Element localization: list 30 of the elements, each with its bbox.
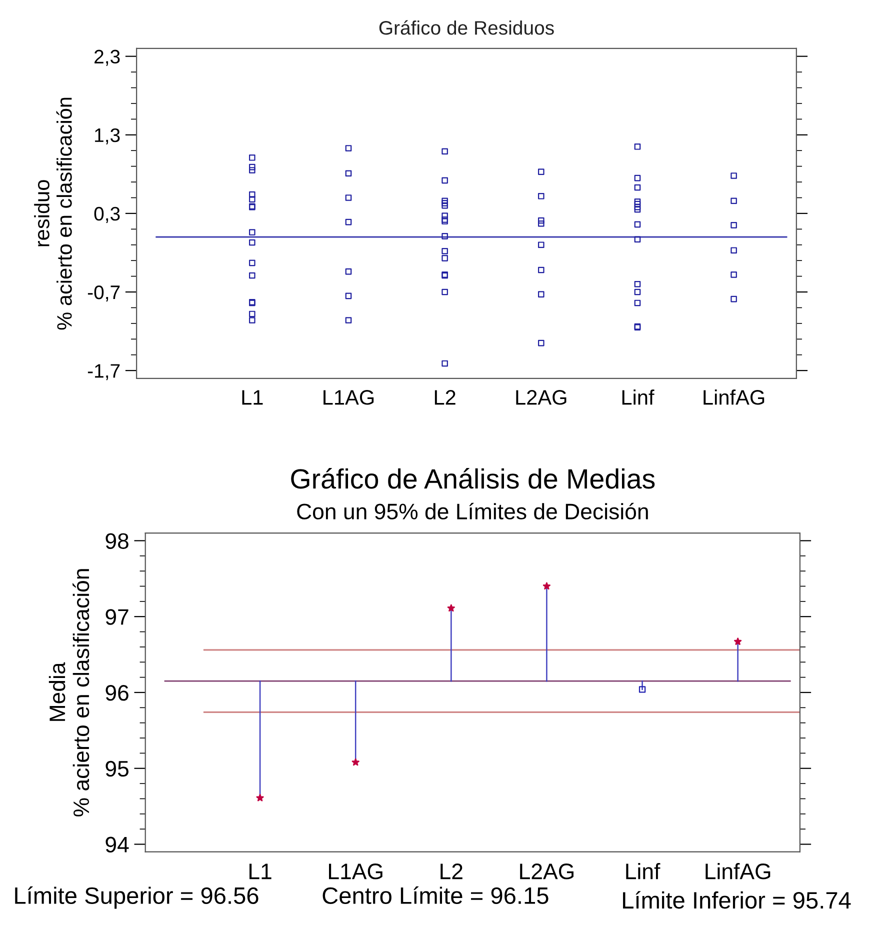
y-tick-label: 95 [106,760,128,777]
y-tick-label: -0,7 [88,285,120,302]
chart-subtitle: Con un 95% de Límites de Decisión [297,502,648,520]
x-tick-label: L2 [434,390,456,405]
y-tick-label: 1,3 [95,128,120,144]
x-tick-label: L1 [250,864,272,880]
text: Límite Inferior = 95.74 [623,891,851,909]
x-tick-label: L1 [242,390,263,405]
x-tick-label: L2AG [516,390,566,405]
x-tick-label: LinfAG [704,390,764,405]
x-tick-label: L1AG [329,864,382,880]
y-tick-label: -1,7 [88,364,120,380]
chart-title: Gráfico de Residuos [379,20,554,35]
y-tick-label: 97 [106,609,128,625]
x-tick-label: L2 [440,864,462,880]
x-tick-label: L2AG [520,864,574,880]
text: Centro Límite = 96.15 [322,886,548,904]
x-tick-label: L1AG [324,390,374,405]
text: Límite Superior = 96.56 [15,886,258,909]
y-tick-label: 98 [106,533,128,549]
y-tick-label: 94 [106,836,129,853]
y-axis-title: residuo % acierto en clasificación [34,98,72,330]
y-tick-label: 0,3 [94,206,120,223]
y-tick-label: 2,3 [94,50,120,66]
y-tick-label: 96 [106,685,128,701]
chart-title: Gráfico de Análisis de Medias [291,468,655,489]
x-tick-label: Linf [622,390,654,405]
y-axis-title: Media % acierto en clasificación [48,569,90,816]
x-tick-label: LinfAG [706,862,770,880]
x-tick-label: Linf [626,862,660,880]
